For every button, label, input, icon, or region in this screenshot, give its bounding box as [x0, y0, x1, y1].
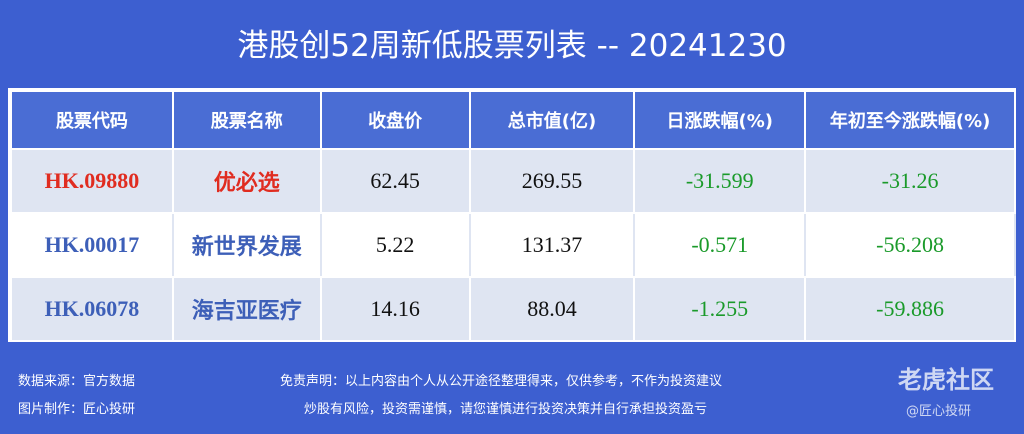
cell: HK.00017 — [12, 213, 174, 278]
cell: 优必选 — [172, 149, 322, 214]
cell: -59.886 — [805, 277, 1016, 342]
table-row: HK.00017 新世界发展 5.22 131.37 -0.571 -56.208 — [12, 213, 1016, 278]
watermark-brand: 老虎社区 — [898, 366, 994, 394]
column-header: 年初至今涨跌幅(%) — [805, 92, 1016, 150]
table-panel: 股票代码 股票名称 收盘价 总市值(亿) 日涨跌幅(%) 年初至今涨跌幅(%) HK.098… — [8, 88, 1016, 342]
disclaimer: 炒股有风险，投资需谨慎，请您谨慎进行投资决策并自行承担投资盈亏 — [304, 402, 708, 417]
cell: HK.09880 — [12, 149, 174, 214]
title: 港股创52周新低股票列表 -- 20241230 — [237, 28, 787, 64]
table-row: HK.06078 海吉亚医疗 14.16 88.04 -1.255 -59.886 — [12, 277, 1016, 342]
disclaimer: 免责声明：以上内容由个人从公开途径整理得来，仅供参考，不作为投资建议 — [280, 374, 723, 389]
header-row: 股票代码 股票名称 收盘价 总市值(亿) 日涨跌幅(%) 年初至今涨跌幅(%) — [12, 92, 1016, 150]
cell: 269.55 — [469, 149, 636, 214]
cell: 88.04 — [469, 277, 636, 342]
cell: -56.208 — [805, 213, 1016, 278]
column-header: 总市值(亿) — [469, 92, 636, 150]
cell: 14.16 — [320, 277, 471, 342]
cell: -31.599 — [634, 149, 807, 214]
cell: 131.37 — [469, 213, 636, 278]
column-header: 收盘价 — [320, 92, 471, 150]
source: 数据来源：官方数据 — [18, 374, 136, 389]
cell: 新世界发展 — [172, 213, 322, 278]
cell: HK.06078 — [12, 277, 174, 342]
column-header: 股票名称 — [172, 92, 322, 150]
stock-table: 股票代码 股票名称 收盘价 总市值(亿) 日涨跌幅(%) 年初至今涨跌幅(%) HK.098… — [12, 92, 1016, 342]
cell: 海吉亚医疗 — [172, 277, 322, 342]
column-header: 日涨跌幅(%) — [634, 92, 807, 150]
column-header: 股票代码 — [12, 92, 174, 150]
table-row: HK.09880 优必选 62.45 269.55 -31.599 -31.26 — [12, 149, 1016, 214]
cell: -31.26 — [805, 149, 1016, 214]
cell: -0.571 — [634, 213, 807, 278]
watermark-author: @匠心投研 — [906, 404, 972, 419]
cell: 62.45 — [320, 149, 471, 214]
cell: -1.255 — [634, 277, 807, 342]
maker: 图片制作：匠心投研 — [18, 402, 136, 417]
cell: 5.22 — [320, 213, 471, 278]
